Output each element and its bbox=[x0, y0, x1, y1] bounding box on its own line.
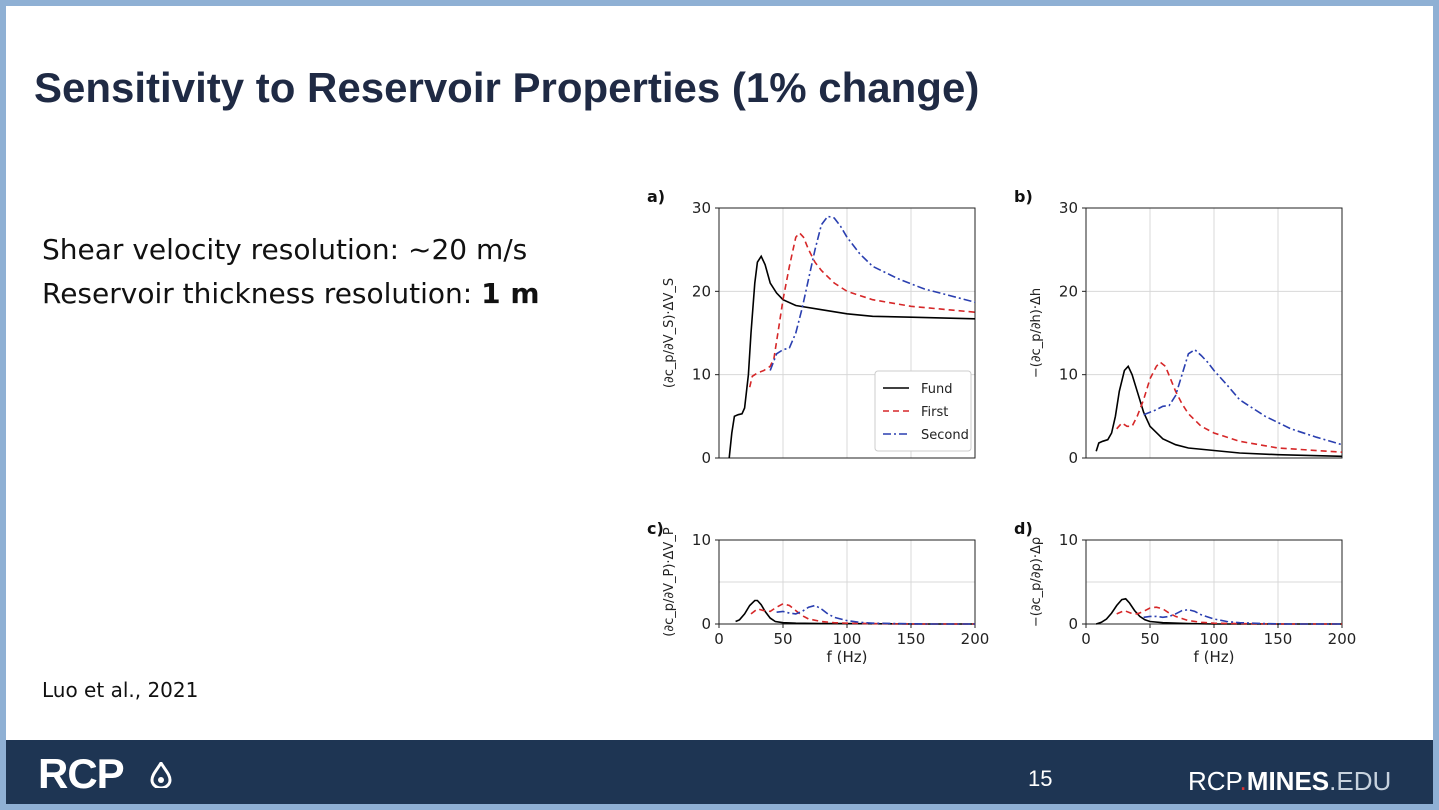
panel-c-xtick-label: 200 bbox=[961, 630, 990, 648]
panel-a-axes-frame bbox=[718, 207, 976, 459]
panel-a-legend bbox=[874, 370, 972, 452]
panel-c-series-first bbox=[750, 602, 975, 625]
panel-a-series-second bbox=[769, 215, 976, 371]
panel-d-series-first bbox=[1116, 606, 1342, 625]
panel-d-series-second bbox=[1143, 608, 1342, 625]
panel-d-xtick-label: 100 bbox=[1200, 630, 1229, 648]
panel-c-xtick-label: 0 bbox=[714, 630, 724, 648]
panel-c-ylabel: (∂c_p/∂V_P)·ΔV_P bbox=[662, 527, 677, 637]
panel-c-xlabel: f (Hz) bbox=[827, 648, 868, 666]
panel-a-ytick-label: 20 bbox=[692, 282, 711, 300]
water-drop-icon bbox=[150, 762, 172, 788]
footer-bar: RCP 15 RCP.MINES.EDU bbox=[6, 740, 1433, 804]
panel-a-legend-label-second: Second bbox=[921, 428, 969, 443]
panel-d-xlabel: f (Hz) bbox=[1194, 648, 1235, 666]
panel-c-xtick-label: 100 bbox=[833, 630, 862, 648]
panel-b-ytick-label: 30 bbox=[1059, 199, 1078, 217]
panel-d-xtick-label: 0 bbox=[1081, 630, 1091, 648]
panel-b-ytick-label: 0 bbox=[1068, 449, 1078, 467]
panel-a-ytick-label: 0 bbox=[701, 449, 711, 467]
panel-c-ytick-label: 10 bbox=[692, 531, 711, 549]
panel-a-series-fund bbox=[728, 254, 976, 459]
rcp-logo: RCP bbox=[38, 750, 125, 797]
bullet-list: Shear velocity resolution: ~20 m/s Reser… bbox=[42, 228, 540, 316]
page-number: 15 bbox=[1028, 766, 1053, 791]
panel-b-ytick-label: 10 bbox=[1059, 366, 1078, 384]
slide: Sensitivity to Reservoir Properties (1% … bbox=[6, 6, 1433, 804]
website-link[interactable]: RCP.MINES.EDU bbox=[1188, 766, 1391, 797]
bullet-shear-velocity: Shear velocity resolution: ~20 m/s bbox=[42, 233, 528, 266]
panel-c-xtick-label: 50 bbox=[773, 630, 792, 648]
panel-a-ytick-label: 30 bbox=[692, 199, 711, 217]
panel-c-series-fund bbox=[735, 599, 975, 625]
panel-a-legend-label-first: First bbox=[921, 405, 948, 420]
bullet-thickness-text: Reservoir thickness resolution: bbox=[42, 277, 482, 310]
site-mines: MINES bbox=[1246, 766, 1330, 796]
panel-b-series-fund bbox=[1095, 364, 1343, 458]
panel-d-xtick-label: 50 bbox=[1140, 630, 1159, 648]
site-rcp: RCP bbox=[1188, 766, 1240, 796]
panel-d-series-fund bbox=[1095, 597, 1342, 625]
bullet-thickness: Reservoir thickness resolution: 1 m bbox=[42, 272, 540, 316]
panel-b-series-first bbox=[1116, 361, 1343, 453]
panel-d-ytick-label: 10 bbox=[1059, 531, 1078, 549]
panel-b-label: b) bbox=[1014, 187, 1033, 206]
panel-c-xtick-label: 150 bbox=[897, 630, 926, 648]
site-edu: .EDU bbox=[1329, 766, 1392, 796]
panel-a-series-first bbox=[748, 231, 976, 388]
panel-b-ylabel: −(∂c_p/∂h)·Δh bbox=[1029, 288, 1044, 378]
panel-c-series-second bbox=[776, 604, 975, 625]
window-frame bbox=[0, 0, 1439, 6]
panel-a-legend-label-fund: Fund bbox=[921, 382, 953, 397]
bullet-thickness-value: 1 m bbox=[481, 277, 540, 310]
panel-a-ylabel: (∂c_p/∂V_S)·ΔV_S bbox=[662, 278, 677, 388]
citation: Luo et al., 2021 bbox=[42, 678, 199, 702]
panel-c-ytick-label: 0 bbox=[701, 615, 711, 633]
panel-b-series-second bbox=[1143, 348, 1343, 446]
panel-d-label: d) bbox=[1014, 519, 1033, 538]
panel-d-ytick-label: 0 bbox=[1068, 615, 1078, 633]
sensitivity-figure: a) 0 10 20 30 (∂c_p/∂V_S)·ΔV_S Fund First Second… bbox=[647, 187, 1357, 666]
site-dot: . bbox=[1239, 766, 1247, 796]
panel-b-ytick-label: 20 bbox=[1059, 282, 1078, 300]
panel-b-axes-frame bbox=[1085, 207, 1343, 459]
panel-a-label: a) bbox=[647, 187, 665, 206]
panel-a-ytick-label: 10 bbox=[692, 366, 711, 384]
slide-title: Sensitivity to Reservoir Properties (1% … bbox=[34, 64, 980, 111]
panel-d-ylabel: −(∂c_p/∂ρ)·Δρ bbox=[1029, 537, 1044, 627]
panel-d-xtick-label: 150 bbox=[1264, 630, 1293, 648]
panel-d-xtick-label: 200 bbox=[1328, 630, 1357, 648]
panel-c-label: c) bbox=[647, 519, 664, 538]
